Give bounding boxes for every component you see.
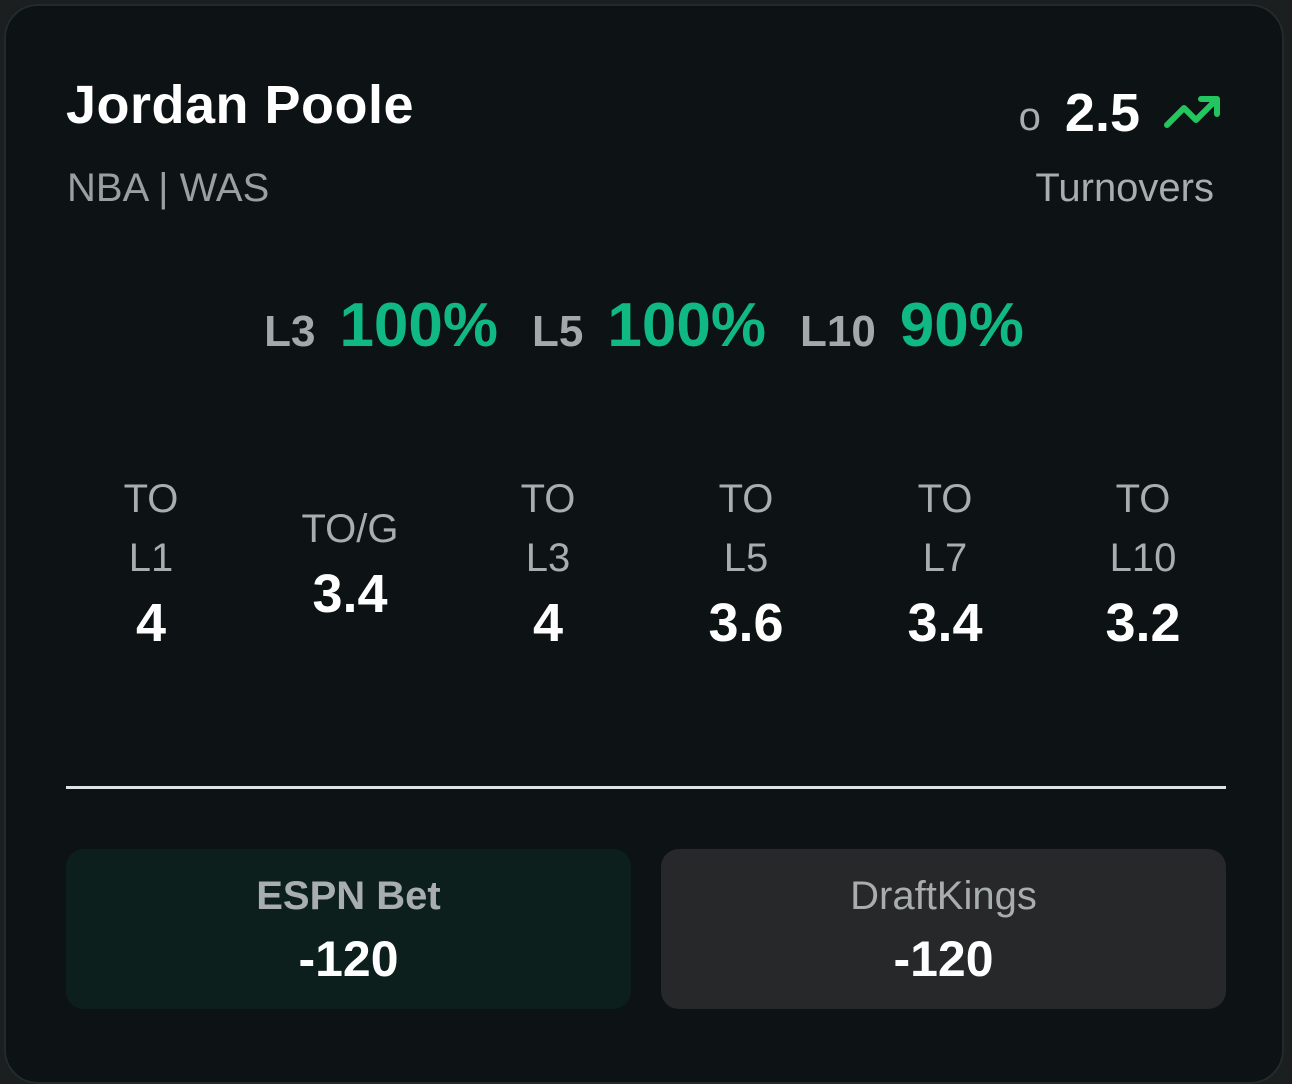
hit-rate-label: L10 [799,307,876,356]
hit-rate-value: 90% [899,291,1024,360]
stat-label: TO L1 [123,477,179,580]
stat-value: 3.2 [1105,593,1181,653]
stat-label: TO L10 [1109,477,1177,580]
sportsbook-odds: ESPN Bet -120 DraftKings -120 [66,849,1226,1009]
sportsbook-name: ESPN Bet [256,874,441,918]
hit-rate-label: L3 [264,307,316,356]
divider [66,786,1226,789]
stat-to-l5: TO L5 3.6 [666,470,826,658]
stat-label: TO L7 [917,477,973,580]
stat-value: 3.4 [907,593,983,653]
draftkings-odds-button[interactable]: DraftKings -120 [661,849,1226,1009]
stat-to-l3: TO L3 4 [468,470,628,658]
prop-type: Turnovers [1035,166,1214,210]
stat-to-l7: TO L7 3.4 [865,470,1025,658]
hit-rate-l10: L10 90% [800,290,1024,361]
hit-rate-l3: L3 100% [264,290,498,361]
sportsbook-odds-value: -120 [893,931,994,987]
hit-rates: L3 100% L5 100% L10 90% [6,290,1282,361]
line-side: o [1018,94,1041,139]
stat-label: TO L5 [718,477,774,580]
hit-rate-l5: L5 100% [532,290,766,361]
stats-row: TO L1 4 TO/G 3.4 TO L3 4 TO L5 3.6 TO L7… [54,470,1244,670]
stat-to-l10: TO L10 3.2 [1063,470,1223,658]
stat-to-per-game: TO/G 3.4 [270,500,430,629]
stat-label: TO/G [301,507,399,551]
stat-to-l1: TO L1 4 [71,470,231,658]
sportsbook-name: DraftKings [850,874,1037,918]
line-value: 2.5 [1064,83,1140,143]
stat-label: TO L3 [520,477,576,580]
trending-up-icon [1164,96,1220,128]
stat-value: 4 [135,593,167,653]
espn-bet-odds-button[interactable]: ESPN Bet -120 [66,849,631,1009]
prop-card[interactable]: Jordan Poole NBA | WAS o 2.5 Turnovers L… [4,4,1284,1084]
hit-rate-label: L5 [532,307,584,356]
prop-line: o 2.5 [1019,82,1222,144]
hit-rate-value: 100% [607,291,766,360]
stat-value: 4 [532,593,564,653]
hit-rate-value: 100% [339,291,499,360]
player-name: Jordan Poole [66,75,415,135]
stat-value: 3.6 [708,593,784,653]
sportsbook-odds-value: -120 [298,931,399,987]
player-league-team: NBA | WAS [67,166,270,210]
stat-value: 3.4 [312,564,388,624]
